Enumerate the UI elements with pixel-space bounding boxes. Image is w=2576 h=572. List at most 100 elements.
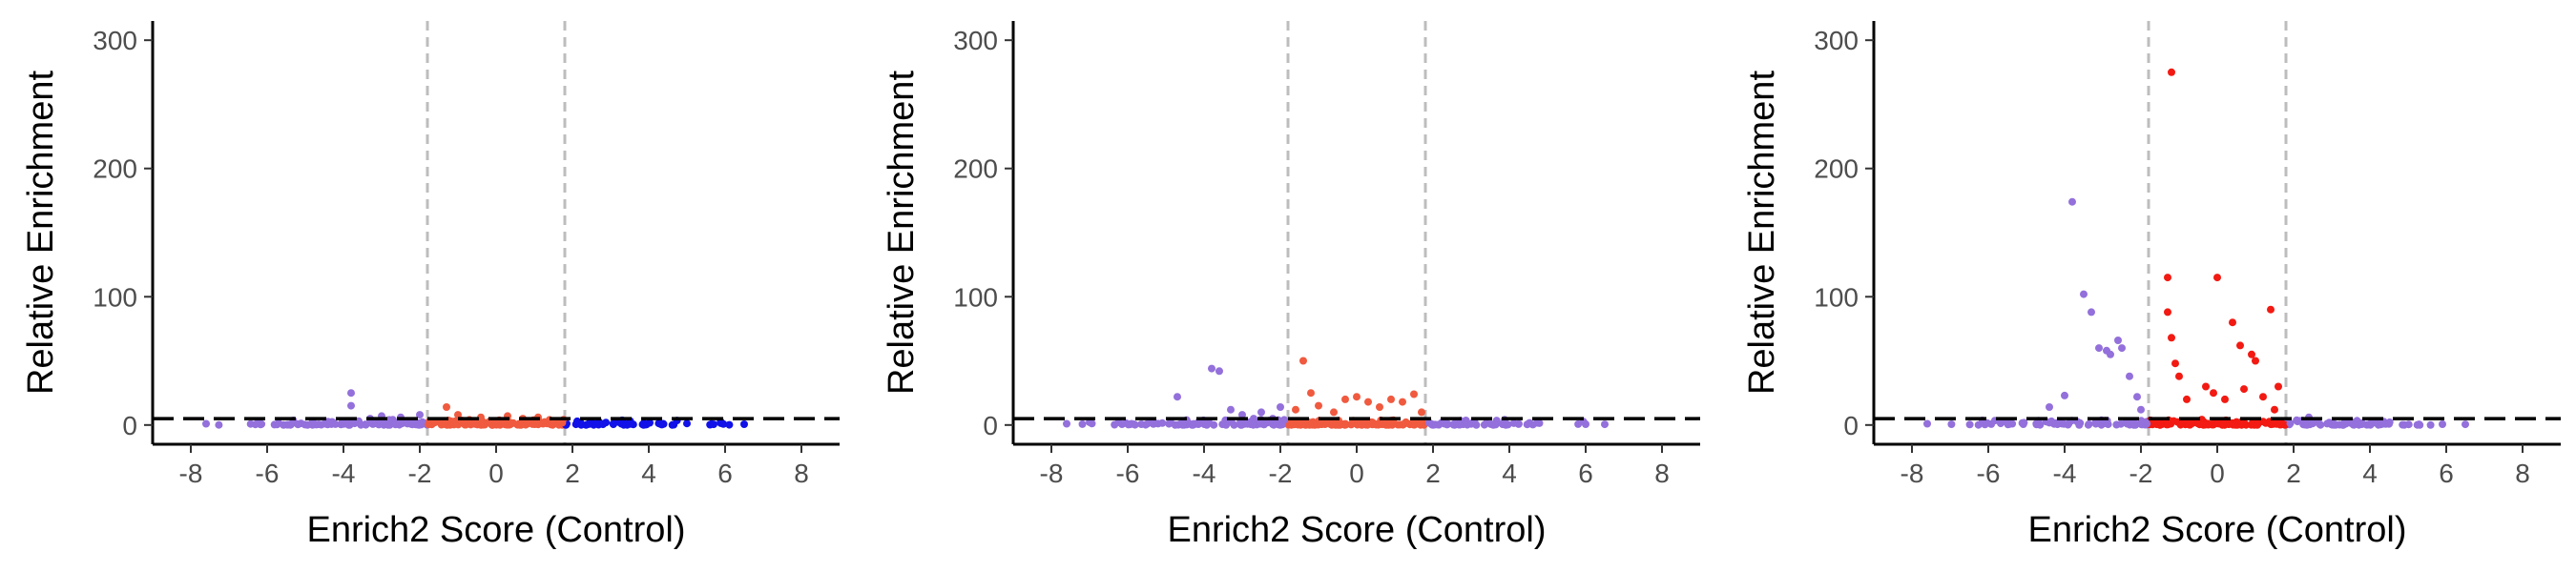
x-tick-label: 8 (1654, 459, 1670, 488)
data-point (1425, 419, 1433, 427)
data-point (599, 420, 607, 429)
x-tick-label: 6 (1578, 459, 1593, 488)
x-tick-label: 6 (717, 459, 733, 488)
data-point (1364, 398, 1372, 406)
x-tick-label: 4 (2362, 459, 2378, 488)
x-axis-title: Enrich2 Score (Control) (306, 510, 685, 550)
data-point (2400, 420, 2409, 429)
data-point (348, 419, 357, 427)
data-point (2328, 419, 2336, 428)
data-point (2133, 393, 2141, 401)
series-mid (1292, 357, 1425, 417)
data-point (1137, 420, 1146, 428)
data-point (683, 419, 691, 428)
data-point (2126, 372, 2133, 380)
data-point (1453, 419, 1462, 427)
data-point (275, 419, 282, 427)
point-cloud (1947, 416, 2435, 429)
data-point (740, 420, 748, 428)
data-point (2046, 419, 2053, 427)
data-point (1434, 420, 1443, 429)
series-high (576, 419, 748, 429)
data-point (2426, 420, 2435, 429)
data-point (2114, 337, 2122, 344)
x-axis-title: Enrich2 Score (Control) (2027, 510, 2406, 550)
chart-panel-3: -8 -6 -4 -2 0 2 4 6 8 0 100 200 300 Enrich2 Score (Co… (1742, 21, 2561, 550)
data-point (2064, 420, 2072, 429)
x-tick-label: -2 (1269, 459, 1293, 488)
data-point (539, 419, 548, 428)
data-point (1280, 416, 1288, 424)
x-tick-label: 4 (1502, 459, 1517, 488)
data-point (2187, 419, 2195, 427)
data-point (2366, 420, 2375, 429)
data-point (415, 420, 424, 429)
data-point (2076, 419, 2085, 427)
y-axis-title: Relative Enrichment (21, 71, 61, 395)
data-point (1227, 405, 1235, 414)
data-point (2130, 419, 2139, 428)
x-tick-label: -4 (1193, 459, 1216, 488)
x-tick-label: -8 (1901, 459, 1924, 488)
data-point (215, 420, 223, 429)
data-point (303, 420, 312, 429)
data-point (443, 403, 450, 411)
data-point (443, 420, 451, 429)
data-point (1301, 420, 1310, 429)
data-point (202, 419, 210, 428)
data-point (2210, 389, 2217, 398)
data-point (2095, 344, 2103, 353)
x-tick-label: -4 (332, 459, 356, 488)
point-cloud (1078, 416, 1588, 429)
data-point (1200, 420, 1209, 428)
data-point (1514, 419, 1523, 428)
data-point (2271, 405, 2278, 414)
data-point (1257, 408, 1265, 417)
y-tick-label: 0 (1843, 411, 1859, 440)
x-axis-title: Enrich2 Score (Control) (1167, 510, 1546, 550)
data-point (2236, 341, 2244, 350)
data-point (1292, 405, 1299, 414)
data-point (347, 389, 355, 398)
data-point (2221, 395, 2229, 403)
y-tick-label: 0 (122, 411, 137, 440)
data-point (1974, 420, 1983, 429)
data-point (1387, 395, 1395, 403)
x-tick-label: -2 (2129, 459, 2153, 488)
data-point (2118, 344, 2126, 353)
data-point (2353, 419, 2361, 428)
y-tick-label: 0 (983, 411, 998, 440)
data-point (2378, 419, 2386, 427)
series-low (1923, 197, 2469, 429)
y-tick-label: 300 (1814, 26, 1859, 55)
data-point (1178, 420, 1187, 429)
data-point (1063, 419, 1070, 428)
data-point (1416, 420, 1424, 429)
data-point (431, 419, 439, 427)
data-point (1150, 419, 1157, 428)
data-point (2183, 395, 2191, 403)
data-point (2306, 419, 2315, 428)
series-mid (2164, 68, 2282, 414)
data-point (2229, 318, 2236, 327)
data-point (1078, 419, 1087, 428)
data-point (2019, 420, 2027, 428)
x-tick-label: -6 (1977, 459, 2001, 488)
y-axis-title: Relative Enrichment (882, 71, 922, 395)
data-point (1492, 417, 1501, 425)
data-point (375, 420, 384, 429)
data-point (1294, 420, 1302, 429)
x-tick-label: -4 (2053, 459, 2077, 488)
data-point (2267, 305, 2275, 314)
data-point (2088, 308, 2095, 317)
data-point (2316, 419, 2323, 428)
data-point (2415, 420, 2423, 429)
data-point (1353, 393, 1361, 401)
data-point (1399, 398, 1406, 406)
data-point (1923, 419, 1931, 428)
data-point (2268, 419, 2276, 427)
chart-panel-2: -8 -6 -4 -2 0 2 4 6 8 0 100 200 300 Enrich2 Score (Co… (882, 21, 1700, 550)
data-point (2036, 420, 2045, 429)
data-point (1376, 403, 1383, 411)
data-point (2252, 357, 2259, 365)
